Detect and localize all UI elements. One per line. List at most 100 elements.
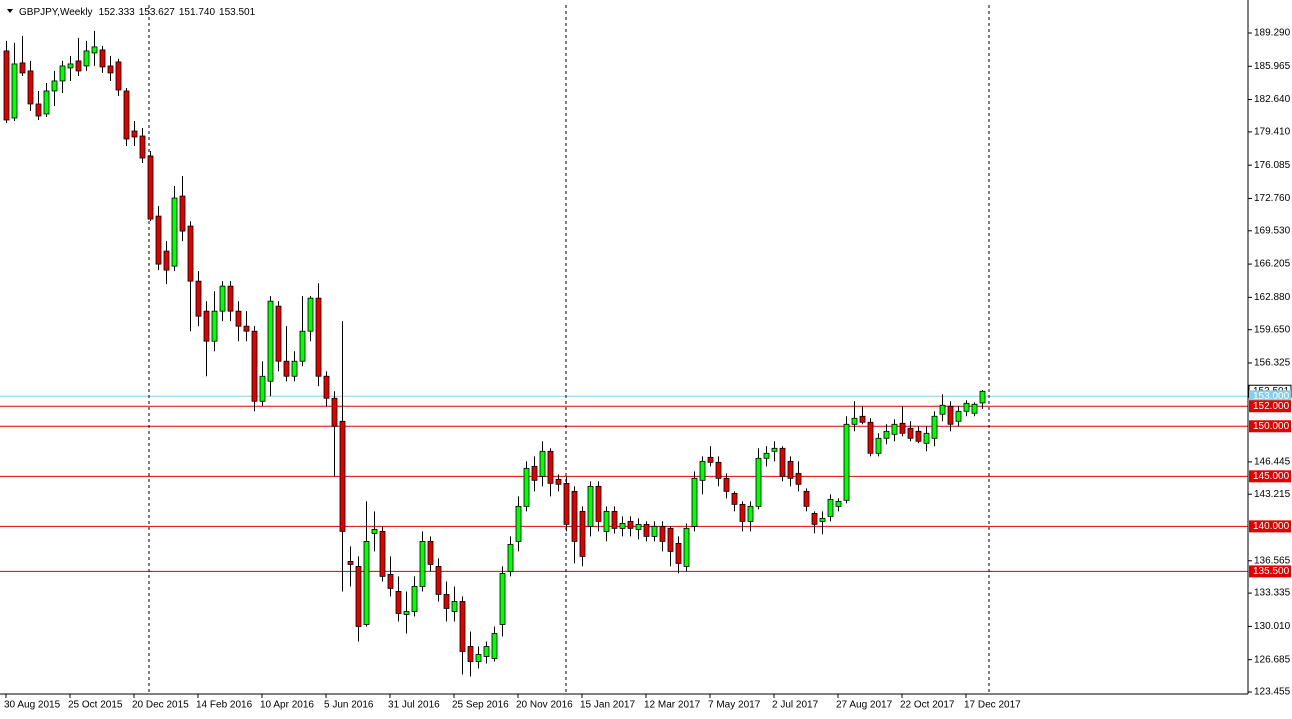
y-tick-label: 172.760 — [1254, 193, 1291, 204]
candle-body — [299, 330, 306, 362]
candle-body — [571, 490, 578, 542]
x-tick-label: 17 Dec 2017 — [964, 700, 1021, 711]
candle-body — [203, 310, 210, 342]
candle-body — [915, 430, 922, 442]
high-value: 153.627 — [139, 7, 176, 18]
candle-body — [227, 285, 234, 312]
candle-body — [787, 460, 794, 479]
candle-body — [643, 523, 650, 537]
candle-body — [851, 417, 858, 425]
candle-body — [827, 498, 834, 517]
candle-body — [459, 601, 466, 652]
y-tick-label: 166.205 — [1254, 259, 1291, 270]
low-value: 151.740 — [179, 7, 216, 18]
candle-body — [835, 500, 842, 507]
axes: 189.290 185.965 182.640 179.410 176.085 172.7… — [4, 28, 1292, 711]
candle-body — [379, 530, 386, 577]
candle-body — [771, 447, 778, 452]
candle-body — [187, 225, 194, 282]
x-tick-label: 20 Dec 2015 — [132, 700, 189, 711]
candle-body — [411, 586, 418, 612]
level-tag — [1249, 390, 1291, 403]
candle-body — [707, 456, 714, 463]
x-tick-label: 25 Oct 2015 — [68, 700, 123, 711]
candle-body — [699, 460, 706, 481]
candle-body — [19, 62, 26, 74]
candle-body — [219, 285, 226, 312]
candle-body — [467, 646, 474, 662]
candle-body — [307, 297, 314, 332]
x-tick-label: 7 May 2017 — [708, 700, 761, 711]
candle-body — [795, 472, 802, 485]
candle-body — [51, 80, 58, 92]
candle-body — [147, 155, 154, 220]
candle-body — [291, 360, 298, 377]
candle-body — [331, 397, 338, 427]
candle-body — [715, 461, 722, 479]
candle-body — [843, 423, 850, 501]
x-tick-label: 15 Jan 2017 — [580, 700, 635, 711]
candle-body — [723, 477, 730, 492]
candle-body — [243, 325, 250, 332]
level-label: 145.000 — [1253, 471, 1290, 482]
candle-body — [35, 103, 42, 117]
candle-body — [427, 540, 434, 565]
x-tick-label: 2 Jul 2017 — [772, 700, 819, 711]
level-tag — [1249, 400, 1291, 413]
candle-body — [371, 528, 378, 534]
candle-body — [115, 61, 122, 91]
candle-body — [883, 430, 890, 439]
candle-body — [891, 423, 898, 435]
candle-body — [731, 492, 738, 505]
level-label: 135.500 — [1253, 566, 1290, 577]
candle-body — [579, 510, 586, 557]
x-tick-label: 14 Feb 2016 — [196, 700, 253, 711]
candle-body — [867, 421, 874, 454]
y-tick-label: 130.010 — [1254, 621, 1291, 632]
candle-body — [91, 46, 98, 54]
candle-body — [659, 525, 666, 542]
candle-body — [971, 403, 978, 414]
candle-body — [979, 390, 986, 404]
symbol: GBPJPY,Weekly — [19, 7, 93, 18]
open-value: 152.333 — [99, 7, 136, 18]
candle-body — [195, 280, 202, 317]
candle-body — [323, 375, 330, 399]
y-tick-label: 143.215 — [1254, 489, 1291, 500]
y-tick-label: 169.530 — [1254, 225, 1291, 236]
x-tick-label: 27 Aug 2017 — [836, 700, 893, 711]
y-tick-label: 136.565 — [1254, 555, 1291, 566]
y-tick-label: 156.325 — [1254, 358, 1291, 369]
candle-body — [435, 566, 442, 595]
candle-body — [347, 561, 354, 565]
candle-body — [939, 404, 946, 415]
y-tick-label: 182.640 — [1254, 94, 1291, 105]
y-tick-label: 133.335 — [1254, 588, 1291, 599]
candle-body — [235, 310, 242, 327]
candle-body — [539, 450, 546, 477]
candle-body — [171, 197, 178, 267]
y-tick-label: 126.685 — [1254, 654, 1291, 665]
level-label: 140.000 — [1253, 521, 1290, 532]
level-tag — [1249, 470, 1291, 483]
level-tag — [1249, 565, 1291, 578]
y-tick-label: 176.085 — [1254, 160, 1291, 171]
candle-body — [899, 422, 906, 434]
y-tick-label: 185.965 — [1254, 61, 1291, 72]
candle-body — [107, 65, 114, 74]
candle-body — [355, 566, 362, 627]
candle-body — [123, 90, 130, 140]
candle-body — [43, 90, 50, 115]
menu-arrow[interactable] — [7, 9, 13, 13]
candle-body — [667, 527, 674, 552]
candle-body — [739, 503, 746, 522]
candle-body — [907, 427, 914, 439]
candle-body — [267, 300, 274, 382]
candle-body — [587, 485, 594, 527]
candle-body — [419, 540, 426, 587]
candle-body — [611, 510, 618, 529]
x-tick-label: 5 Jun 2016 — [324, 700, 374, 711]
candle-body — [59, 65, 66, 82]
level-label: 152.000 — [1253, 401, 1290, 412]
